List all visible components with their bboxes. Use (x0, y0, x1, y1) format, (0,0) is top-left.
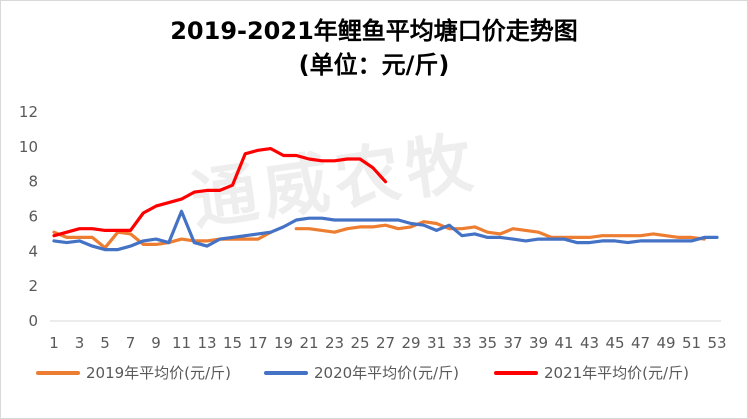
x-tick-label: 13 (197, 334, 216, 352)
legend: 2019年平均价(元/斤) 2020年平均价(元/斤) 2021年平均价(元/斤… (0, 362, 748, 384)
chart-title: 2019-2021年鲤鱼平均塘口价走势图 (单位：元/斤) (0, 14, 748, 82)
x-tick-label: 17 (248, 334, 267, 352)
legend-item-2020: 2020年平均价(元/斤) (264, 362, 459, 383)
legend-item-2019: 2019年平均价(元/斤) (36, 362, 231, 383)
x-tick-label: 11 (172, 334, 191, 352)
y-tick-label: 6 (28, 208, 38, 226)
x-tick-label: 35 (478, 334, 497, 352)
legend-label-2020: 2020年平均价(元/斤) (314, 364, 459, 382)
chart-title-line1: 2019-2021年鲤鱼平均塘口价走势图 (170, 17, 578, 45)
x-tick-label: 9 (151, 334, 161, 352)
x-tick-label: 15 (223, 334, 242, 352)
x-tick-label: 23 (325, 334, 344, 352)
y-tick-label: 2 (28, 277, 38, 295)
x-tick-label: 7 (126, 334, 136, 352)
legend-swatch-2019 (36, 370, 80, 375)
y-tick-label: 12 (19, 103, 38, 121)
series-line-2 (52, 147, 388, 238)
y-tick-label: 0 (28, 312, 38, 330)
x-tick-label: 1 (49, 334, 59, 352)
legend-item-2021: 2021年平均价(元/斤) (494, 362, 689, 383)
series-line-0 (52, 230, 273, 250)
x-tick-label: 5 (100, 334, 110, 352)
x-tick-label: 43 (580, 334, 599, 352)
x-tick-label: 53 (707, 334, 726, 352)
x-tick-label: 19 (274, 334, 293, 352)
x-tick-label: 33 (452, 334, 471, 352)
x-tick-label: 21 (299, 334, 318, 352)
x-tick-label: 3 (75, 334, 85, 352)
y-tick-label: 8 (28, 173, 38, 191)
y-tick-label: 10 (19, 138, 38, 156)
x-tick-label: 47 (631, 334, 650, 352)
x-tick-label: 31 (427, 334, 446, 352)
legend-swatch-2021 (494, 370, 538, 375)
x-tick-label: 41 (554, 334, 573, 352)
x-tick-label: 37 (503, 334, 522, 352)
y-tick-label: 4 (28, 242, 38, 260)
series-line-0 (294, 220, 706, 241)
x-tick-label: 27 (376, 334, 395, 352)
chart-title-line2: (单位：元/斤) (298, 51, 450, 79)
legend-label-2019: 2019年平均价(元/斤) (86, 364, 231, 382)
legend-label-2021: 2021年平均价(元/斤) (544, 364, 689, 382)
series-line-1 (52, 209, 719, 252)
series-layer (52, 147, 719, 252)
x-tick-label: 39 (529, 334, 548, 352)
x-tick-label: 51 (682, 334, 701, 352)
legend-swatch-2020 (264, 370, 308, 375)
x-tick-label: 45 (605, 334, 624, 352)
x-tick-label: 25 (350, 334, 369, 352)
x-tick-label: 29 (401, 334, 420, 352)
x-tick-label: 49 (656, 334, 675, 352)
